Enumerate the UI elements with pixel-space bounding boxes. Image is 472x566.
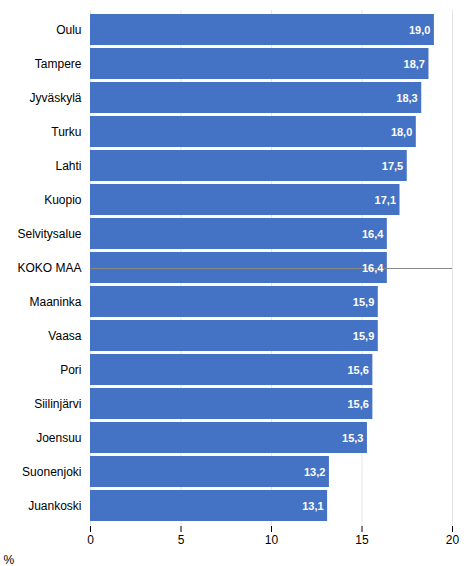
svg-text:5: 5: [178, 533, 185, 547]
svg-text:15,3: 15,3: [342, 432, 363, 444]
svg-text:19,0: 19,0: [409, 24, 430, 36]
svg-text:18,7: 18,7: [404, 58, 425, 70]
svg-text:Oulu: Oulu: [56, 23, 81, 37]
svg-text:KOKO MAA: KOKO MAA: [17, 261, 81, 275]
svg-text:16,4: 16,4: [362, 262, 384, 274]
svg-text:15: 15: [355, 533, 369, 547]
svg-text:%: %: [4, 553, 15, 566]
svg-text:10: 10: [265, 533, 279, 547]
svg-text:Juankoski: Juankoski: [28, 499, 81, 513]
svg-text:13,1: 13,1: [302, 500, 323, 512]
svg-text:Siilinjärvi: Siilinjärvi: [34, 397, 81, 411]
svg-text:Turku: Turku: [51, 125, 81, 139]
svg-text:Kuopio: Kuopio: [44, 193, 82, 207]
svg-text:Tampere: Tampere: [35, 57, 82, 71]
svg-text:Lahti: Lahti: [55, 159, 81, 173]
svg-text:Pori: Pori: [60, 363, 81, 377]
svg-text:Jyväskylä: Jyväskylä: [29, 91, 81, 105]
svg-text:Selvitysalue: Selvitysalue: [17, 227, 81, 241]
svg-text:15,6: 15,6: [347, 364, 368, 376]
svg-text:15,6: 15,6: [347, 398, 368, 410]
svg-text:18,0: 18,0: [391, 126, 412, 138]
svg-text:18,3: 18,3: [396, 92, 417, 104]
svg-text:15,9: 15,9: [353, 296, 374, 308]
svg-text:Suonenjoki: Suonenjoki: [22, 465, 81, 479]
svg-text:0: 0: [87, 533, 94, 547]
svg-text:20: 20: [446, 533, 460, 547]
svg-text:17,1: 17,1: [375, 194, 396, 206]
svg-text:13,2: 13,2: [304, 466, 325, 478]
svg-text:Joensuu: Joensuu: [36, 431, 81, 445]
svg-text:Vaasa: Vaasa: [48, 329, 81, 343]
svg-text:Maaninka: Maaninka: [29, 295, 81, 309]
svg-text:17,5: 17,5: [382, 160, 403, 172]
svg-text:15,9: 15,9: [353, 330, 374, 342]
svg-text:16,4: 16,4: [362, 228, 384, 240]
